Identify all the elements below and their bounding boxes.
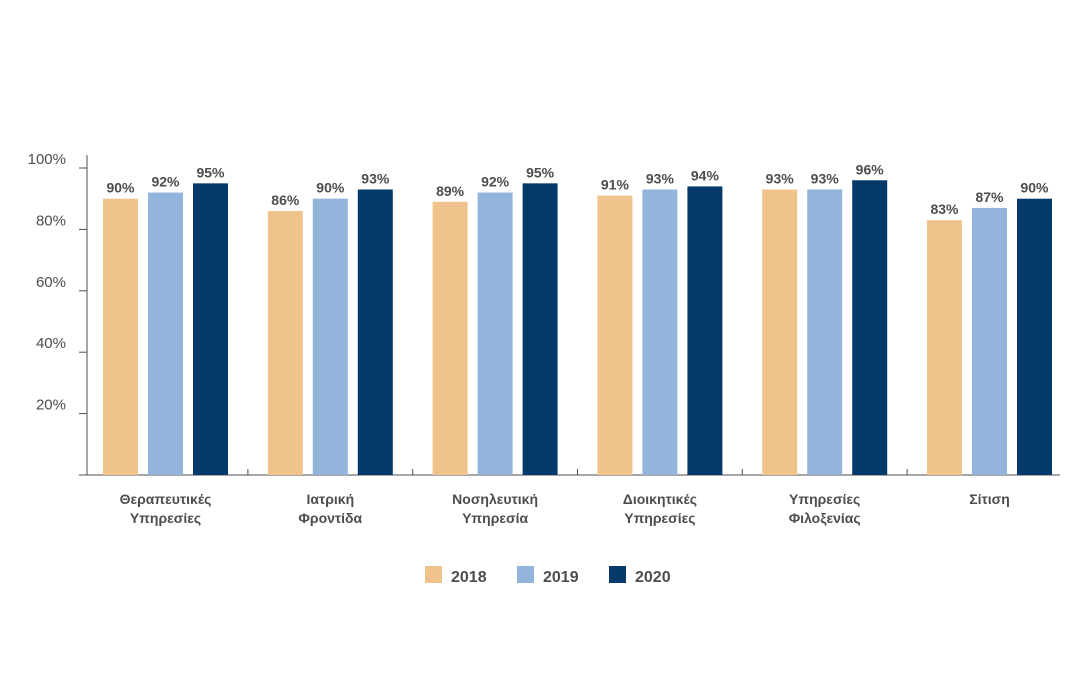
y-tick-label: 40% bbox=[36, 335, 66, 352]
category-label-line: Υπηρεσίες bbox=[130, 510, 201, 526]
bar-2019[interactable] bbox=[642, 189, 678, 476]
data-label: 90% bbox=[1020, 180, 1049, 196]
data-label: 93% bbox=[811, 170, 840, 186]
category-label-line: Ιατρική bbox=[306, 491, 354, 507]
category-label: Θεραπευτικές Υπηρεσίες bbox=[120, 491, 212, 526]
data-label: 89% bbox=[436, 183, 465, 199]
bar-2019[interactable] bbox=[312, 198, 348, 475]
bar-2018[interactable] bbox=[927, 220, 962, 475]
category-label: Διοικητικές Υπηρεσίες bbox=[623, 491, 697, 526]
data-label: 90% bbox=[106, 180, 135, 196]
y-tick-label: 20% bbox=[36, 397, 66, 414]
bar-2019[interactable] bbox=[807, 189, 843, 476]
category-label-line: Νοσηλευτική bbox=[452, 491, 538, 507]
bar-2018[interactable] bbox=[267, 210, 303, 476]
data-label: 92% bbox=[481, 174, 510, 190]
bar-2020[interactable] bbox=[522, 183, 558, 475]
y-tick-label: 100% bbox=[28, 151, 66, 168]
y-tick-label: 60% bbox=[36, 274, 66, 291]
data-label: 90% bbox=[316, 180, 345, 196]
category-label-line: Φιλοξενίας bbox=[789, 510, 861, 526]
bar-2019[interactable] bbox=[477, 192, 513, 475]
bar-2020[interactable] bbox=[852, 180, 888, 475]
legend-swatch-2019[interactable] bbox=[517, 566, 534, 583]
data-label: 93% bbox=[766, 170, 795, 186]
category-label-line: Υπηρεσία bbox=[462, 510, 528, 526]
bar-2020[interactable] bbox=[193, 183, 228, 475]
category-label: Υπηρεσίες Φιλοξενίας bbox=[789, 491, 861, 526]
bar-2018[interactable] bbox=[103, 198, 138, 475]
bar-2019[interactable] bbox=[972, 207, 1007, 475]
category-label-line: Φροντίδα bbox=[298, 510, 362, 526]
data-label: 93% bbox=[361, 170, 390, 186]
legend-label-2019[interactable]: 2019 bbox=[543, 569, 579, 586]
y-tick-label: 80% bbox=[36, 212, 66, 229]
category-label: Σίτιση bbox=[969, 491, 1010, 507]
bar-2018[interactable] bbox=[432, 201, 468, 475]
bar-2020[interactable] bbox=[357, 189, 393, 476]
data-label: 95% bbox=[526, 164, 555, 180]
data-label: 96% bbox=[856, 161, 885, 177]
category-label-line: Υπηρεσίες bbox=[624, 510, 695, 526]
bar-2019[interactable] bbox=[148, 192, 183, 475]
data-label: 91% bbox=[601, 177, 630, 193]
data-label: 93% bbox=[646, 170, 675, 186]
category-label: Ιατρική Φροντίδα bbox=[298, 491, 362, 526]
bar-2020[interactable] bbox=[1017, 198, 1052, 475]
data-label: 94% bbox=[691, 167, 720, 183]
category-label-line: Διοικητικές bbox=[623, 491, 697, 507]
data-label: 86% bbox=[271, 192, 300, 208]
bar-2018[interactable] bbox=[762, 189, 798, 476]
legend-swatch-2018[interactable] bbox=[425, 566, 442, 583]
bar-2020[interactable] bbox=[687, 186, 723, 476]
legend-swatch-2020[interactable] bbox=[609, 566, 626, 583]
data-label: 92% bbox=[151, 174, 180, 190]
category-label: Νοσηλευτική Υπηρεσία bbox=[452, 491, 538, 526]
data-label: 95% bbox=[196, 164, 225, 180]
legend-label-2018[interactable]: 2018 bbox=[451, 569, 487, 586]
category-label-line: Θεραπευτικές bbox=[120, 491, 212, 507]
category-label-line: Υπηρεσίες bbox=[789, 491, 860, 507]
data-label: 83% bbox=[930, 201, 959, 217]
data-label: 87% bbox=[975, 189, 1004, 205]
category-label-line: Σίτιση bbox=[969, 491, 1010, 507]
legend-label-2020[interactable]: 2020 bbox=[635, 569, 671, 586]
bar-2018[interactable] bbox=[597, 195, 633, 475]
